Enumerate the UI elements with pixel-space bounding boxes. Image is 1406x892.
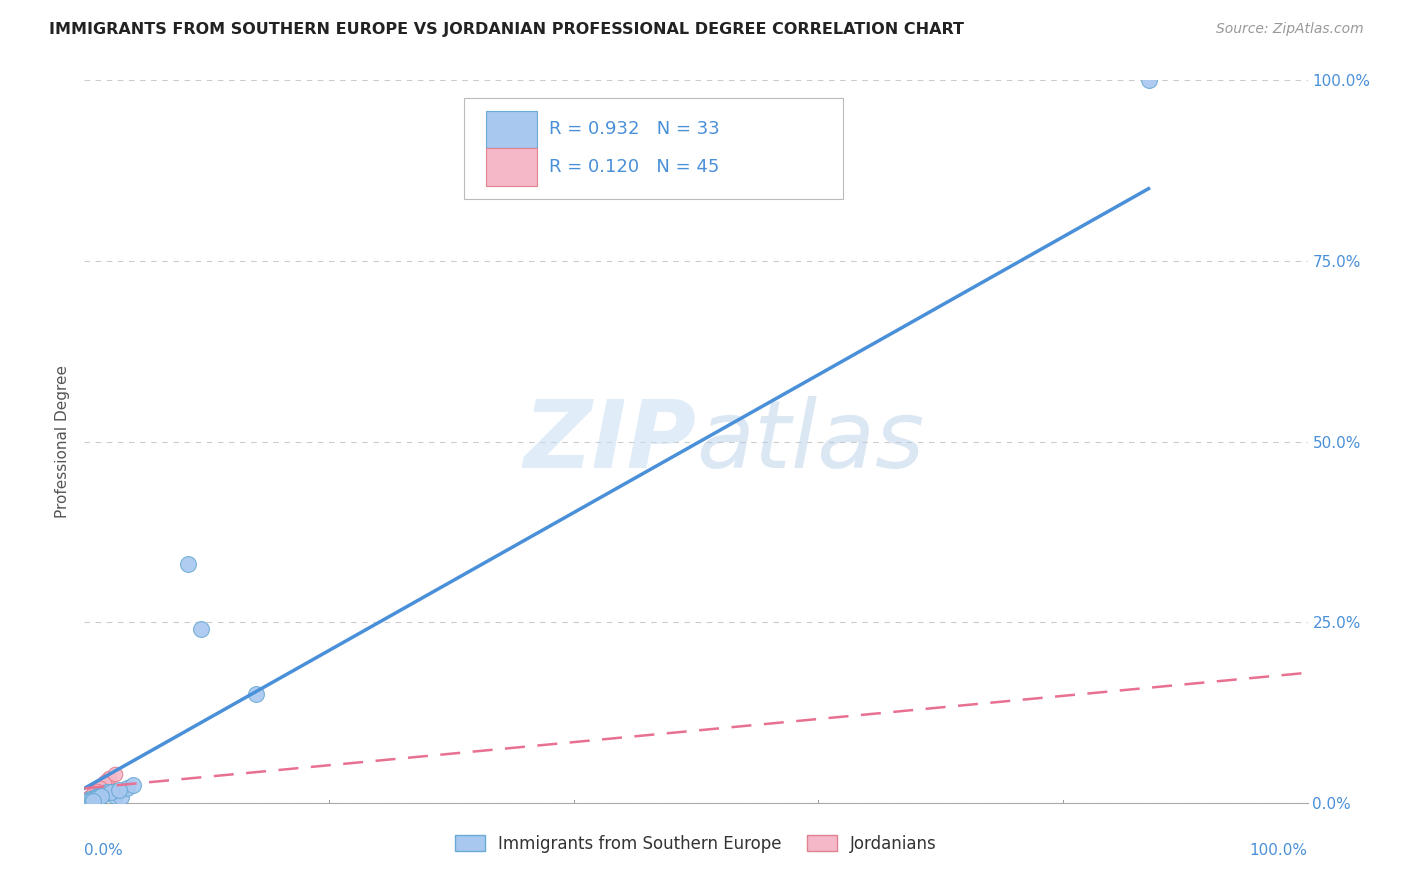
- FancyBboxPatch shape: [464, 98, 842, 200]
- Point: [96, 785, 118, 799]
- Point: [84, 791, 107, 805]
- Point: [77, 794, 100, 808]
- Point: [79, 790, 101, 805]
- Point: [79, 790, 101, 805]
- Point: [79, 792, 101, 806]
- Point: [80, 790, 103, 805]
- Point: [83, 786, 105, 800]
- Point: [80, 793, 103, 807]
- Point: [77, 790, 100, 805]
- Text: Source: ZipAtlas.com: Source: ZipAtlas.com: [1216, 22, 1364, 37]
- Point: [77, 794, 100, 808]
- Point: [87, 782, 110, 797]
- Point: [80, 789, 103, 804]
- Point: [77, 794, 100, 808]
- Point: [83, 787, 105, 801]
- Point: [76, 794, 98, 808]
- Point: [79, 794, 101, 808]
- Point: [89, 780, 111, 795]
- Point: [122, 778, 145, 792]
- Point: [82, 787, 104, 801]
- Point: [77, 794, 100, 808]
- Point: [91, 778, 114, 792]
- Point: [86, 785, 108, 799]
- Point: [87, 790, 110, 805]
- Point: [77, 792, 100, 806]
- Point: [75, 796, 97, 810]
- Point: [84, 786, 107, 800]
- Point: [177, 558, 200, 572]
- Point: [77, 791, 100, 805]
- Point: [190, 623, 212, 637]
- Point: [89, 780, 111, 794]
- Point: [104, 789, 127, 803]
- Point: [80, 789, 103, 803]
- Point: [82, 794, 104, 808]
- Point: [107, 782, 129, 797]
- Point: [90, 779, 112, 793]
- Point: [80, 789, 103, 803]
- Text: R = 0.120   N = 45: R = 0.120 N = 45: [550, 158, 720, 176]
- Point: [80, 794, 103, 808]
- Point: [87, 782, 110, 797]
- Point: [83, 786, 105, 800]
- Point: [82, 787, 104, 801]
- Point: [75, 794, 97, 808]
- Point: [93, 775, 115, 789]
- Text: 0.0%: 0.0%: [84, 843, 124, 857]
- Text: 100.0%: 100.0%: [1250, 843, 1308, 857]
- Point: [96, 774, 118, 789]
- Point: [79, 790, 101, 805]
- Point: [83, 788, 105, 802]
- Text: IMMIGRANTS FROM SOUTHERN EUROPE VS JORDANIAN PROFESSIONAL DEGREE CORRELATION CHA: IMMIGRANTS FROM SOUTHERN EUROPE VS JORDA…: [49, 22, 965, 37]
- Point: [87, 781, 110, 796]
- Y-axis label: Professional Degree: Professional Degree: [55, 365, 70, 518]
- Point: [110, 790, 132, 805]
- Text: atlas: atlas: [696, 396, 924, 487]
- Point: [86, 790, 108, 805]
- Point: [77, 792, 100, 806]
- Text: R = 0.932   N = 33: R = 0.932 N = 33: [550, 120, 720, 138]
- Point: [89, 789, 111, 803]
- Point: [79, 790, 101, 805]
- FancyBboxPatch shape: [485, 111, 537, 148]
- Point: [83, 793, 105, 807]
- Point: [77, 791, 100, 805]
- Point: [91, 787, 114, 801]
- Point: [115, 781, 138, 796]
- Point: [97, 785, 120, 799]
- Point: [87, 789, 110, 804]
- Point: [100, 785, 122, 799]
- Point: [82, 788, 104, 802]
- Point: [84, 785, 107, 799]
- Point: [76, 793, 98, 807]
- Point: [245, 687, 267, 701]
- Point: [1137, 73, 1160, 87]
- Text: ZIP: ZIP: [523, 395, 696, 488]
- Point: [97, 771, 120, 785]
- Point: [77, 792, 100, 806]
- Point: [86, 783, 108, 797]
- Point: [86, 789, 108, 803]
- Point: [82, 792, 104, 806]
- Point: [104, 767, 127, 781]
- FancyBboxPatch shape: [485, 148, 537, 186]
- Legend: Immigrants from Southern Europe, Jordanians: Immigrants from Southern Europe, Jordani…: [449, 828, 943, 860]
- Point: [93, 787, 115, 801]
- Point: [86, 783, 108, 797]
- Point: [84, 786, 107, 800]
- Point: [90, 789, 112, 803]
- Point: [87, 781, 110, 796]
- Point: [76, 794, 98, 808]
- Point: [76, 795, 98, 809]
- Point: [82, 789, 104, 803]
